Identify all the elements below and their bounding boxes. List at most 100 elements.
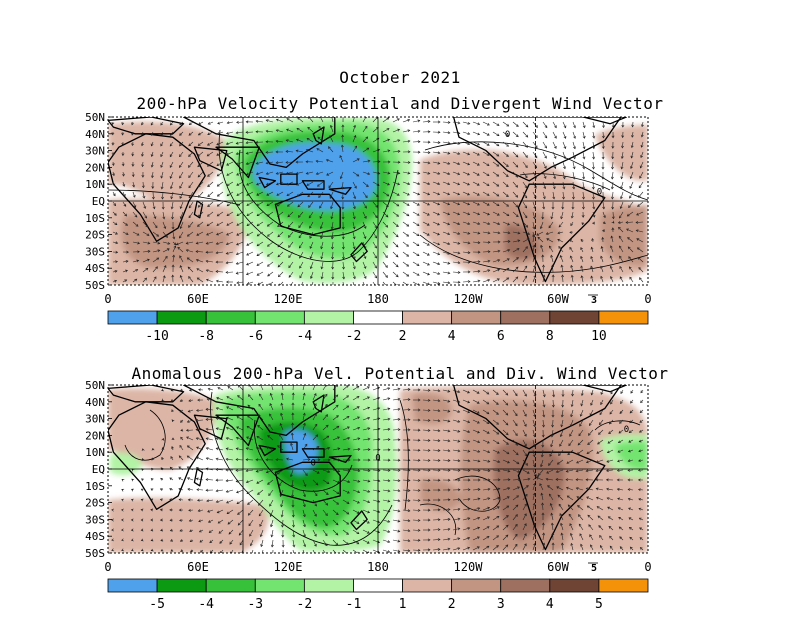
bottom-vector [332,436,340,441]
top-vector [522,256,528,263]
bottom-vector-head [237,512,240,515]
bottom-vector [322,509,328,516]
top-vector-head [198,122,202,125]
bottom-vector [590,399,594,406]
bottom-vector [572,389,574,397]
top-vector-head [245,172,249,176]
bottom-vector-head [578,523,582,527]
bottom-vector-head [506,505,510,509]
bottom-vector [342,385,349,391]
bottom-vector-head [606,497,610,500]
bottom-vector [627,469,634,471]
top-vector-head [121,173,125,177]
top-vector-head [558,224,562,228]
bottom-vector-head [179,518,183,522]
top-vector-head [172,236,176,240]
bottom-vector [362,529,370,534]
top-vector [236,211,244,216]
bottom-vector-head [427,458,431,462]
bottom-vector-head [467,536,471,540]
bottom-vector [462,419,470,423]
bottom-vector-head [169,488,173,491]
top-vector [207,131,214,135]
bottom-coastline [108,401,206,510]
bottom-vector-head [215,500,219,503]
top-vector-head [600,245,604,249]
bottom-vector [198,509,204,512]
bottom-vector-head [236,490,239,494]
bottom-vector [302,509,306,517]
bottom-vector [578,429,584,436]
bottom-vector-head [346,532,349,535]
top-vector-head [619,215,622,219]
top-vector-head [160,122,164,126]
top-vector [362,221,367,229]
top-vector [112,211,117,216]
bottom-vector-head [397,509,401,513]
bottom-vector-head [577,442,581,446]
bottom-vector [382,469,391,471]
top-vector [352,261,356,269]
top-vector-head [437,272,441,275]
top-vector [180,221,184,229]
top-vector [362,126,368,133]
top-vector [540,221,544,229]
top-vector [122,201,127,207]
top-vector [256,151,264,154]
bottom-vector-head [280,514,284,518]
top-vector-head [611,125,615,128]
bottom-vector [422,469,431,471]
top-vector [462,281,471,283]
bottom-vector-head [638,507,642,511]
bottom-vector [596,506,604,511]
bottom-vector-head [187,498,191,502]
top-coastline [301,180,325,190]
bottom-vector-head [506,442,509,445]
top-vector-head [457,261,461,265]
bottom-vector-head [336,415,339,418]
top-vector [422,281,430,285]
top-vector-head [188,215,192,219]
bottom-vector [591,389,594,395]
top-vector [362,191,368,198]
top-vector [197,161,204,167]
bottom-vector-head [140,548,144,552]
top-vector-head [141,132,144,136]
top-vector-head [637,204,640,207]
bottom-vector [362,396,370,401]
top-vector-head [225,242,229,246]
bottom-vector-head [566,461,570,464]
top-vector-head [426,243,430,246]
bottom-vector-head [324,543,328,547]
top-vector-head [278,283,280,285]
bottom-vector-head [179,388,183,392]
top-colorbar-label: -10 [145,329,168,344]
top-vector [569,239,574,243]
bottom-vector-head [457,439,461,443]
top-vector [542,181,546,189]
top-vector-head [557,238,561,242]
bottom-vector-head [524,533,527,537]
top-vector [610,255,614,263]
top-vector-head [611,166,614,170]
top-vector [306,149,314,153]
bottom-vector [532,543,536,551]
top-vector [299,241,304,249]
bottom-vector [502,429,509,436]
bottom-vector [576,487,584,491]
bottom-vector [442,449,450,452]
top-vector-head [186,257,190,261]
bottom-colorbar-label: -4 [198,597,214,612]
top-vector [372,261,377,269]
top-vector [276,181,284,185]
bottom-vector [382,519,390,523]
bottom-vector [332,489,340,494]
top-vector [392,139,400,143]
bottom-vector [608,429,614,434]
bottom-vector-head [560,542,564,546]
bottom-vector-head [178,508,182,512]
top-coastline [312,126,325,145]
top-vector [442,171,450,175]
bottom-vector-head [280,504,284,508]
top-vector [590,256,594,263]
